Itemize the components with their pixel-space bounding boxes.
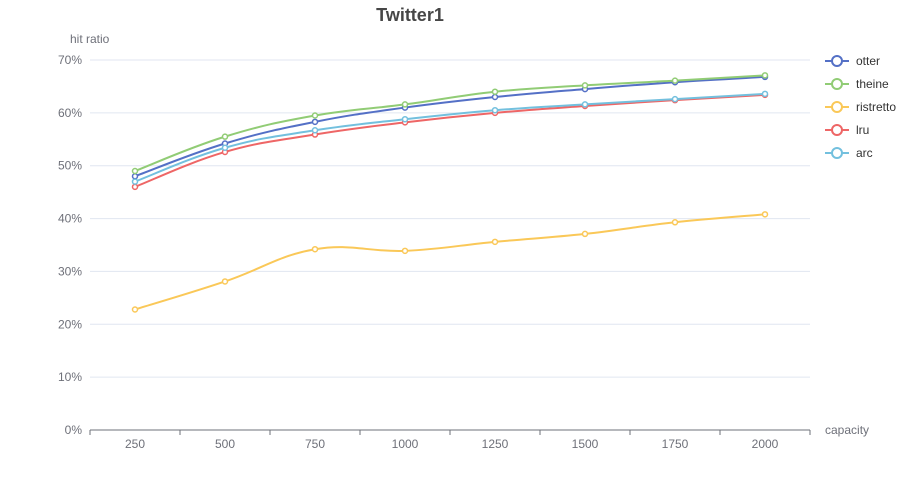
data-point-theine[interactable]: [131, 167, 139, 175]
data-point-ristretto[interactable]: [401, 247, 409, 255]
y-tick-label: 10%: [58, 370, 82, 384]
legend-item-otter[interactable]: otter: [825, 54, 880, 68]
y-tick-label: 0%: [65, 423, 83, 437]
y-tick-label: 70%: [58, 53, 82, 67]
series-otter: [131, 73, 769, 180]
data-point-arc[interactable]: [221, 144, 229, 151]
series-line-lru: [134, 93, 766, 188]
x-tick-label: 1500: [572, 437, 599, 451]
legend-label: ristretto: [856, 100, 896, 114]
x-axis-label: capacity: [825, 423, 869, 437]
data-point-otter[interactable]: [311, 118, 319, 126]
series-line-otter: [134, 75, 766, 178]
series-line-theine: [134, 74, 766, 172]
data-point-theine[interactable]: [221, 133, 229, 140]
legend-marker-icon: [831, 124, 843, 136]
data-point-arc[interactable]: [401, 115, 409, 123]
y-tick-label: 30%: [58, 264, 82, 278]
x-axis: 250 500 750 1000 1250 1500 1750 2000: [89, 429, 811, 451]
legend-marker-icon: [831, 147, 843, 159]
data-point-theine[interactable]: [761, 72, 769, 79]
legend-label: otter: [856, 54, 880, 68]
legend-item-arc[interactable]: arc: [825, 146, 873, 160]
data-point-ristretto[interactable]: [491, 238, 499, 246]
series-arc: [131, 90, 769, 185]
data-point-ristretto[interactable]: [311, 245, 319, 253]
data-point-arc[interactable]: [671, 95, 679, 103]
series-lines: [131, 72, 769, 313]
y-tick-label: 20%: [58, 317, 82, 331]
data-point-arc[interactable]: [581, 101, 589, 108]
data-point-ristretto[interactable]: [131, 306, 139, 313]
data-point-otter[interactable]: [491, 93, 499, 101]
y-tick-label: 40%: [58, 212, 82, 226]
series-ristretto: [131, 211, 769, 313]
legend-item-lru[interactable]: lru: [825, 123, 869, 137]
data-point-arc[interactable]: [131, 178, 139, 185]
data-point-ristretto[interactable]: [581, 230, 589, 238]
x-tick-label: 1750: [662, 437, 689, 451]
data-point-lru[interactable]: [131, 183, 139, 191]
x-tick-label: 750: [305, 437, 325, 451]
y-tick-label: 50%: [58, 159, 82, 173]
data-point-ristretto[interactable]: [671, 219, 679, 226]
series-line-arc: [134, 92, 766, 183]
y-axis-label: hit ratio: [70, 32, 110, 46]
legend-marker-icon: [831, 55, 843, 67]
legend-marker-icon: [831, 78, 843, 90]
data-point-otter[interactable]: [131, 173, 139, 180]
legend-item-theine[interactable]: theine: [825, 77, 889, 91]
x-tick-label: 1000: [392, 437, 419, 451]
x-tick-label: 250: [125, 437, 145, 451]
x-tick-label: 1250: [482, 437, 509, 451]
x-tick-label: 2000: [752, 437, 779, 451]
data-point-arc[interactable]: [761, 90, 769, 98]
y-tick-label: 60%: [58, 106, 82, 120]
data-point-theine[interactable]: [491, 88, 499, 95]
legend-marker-icon: [831, 101, 843, 113]
grid-lines: [90, 59, 810, 378]
series-lru: [131, 91, 769, 191]
y-axis-ticks: 0% 10% 20% 30% 40% 50% 60% 70%: [58, 53, 82, 437]
legend: otter theine ristretto lru arc: [825, 54, 896, 160]
data-point-theine[interactable]: [581, 82, 589, 89]
legend-label: lru: [856, 123, 869, 137]
legend-label: arc: [856, 146, 873, 160]
data-point-theine[interactable]: [671, 77, 679, 84]
legend-label: theine: [856, 77, 889, 91]
data-point-ristretto[interactable]: [761, 211, 769, 218]
x-tick-label: 500: [215, 437, 235, 451]
data-point-ristretto[interactable]: [221, 278, 229, 285]
data-point-theine[interactable]: [401, 101, 409, 108]
data-point-theine[interactable]: [311, 112, 319, 119]
data-point-arc[interactable]: [491, 106, 499, 114]
data-point-arc[interactable]: [311, 127, 319, 134]
series-line-ristretto: [134, 213, 766, 311]
chart-title: Twitter1: [376, 5, 444, 25]
legend-item-ristretto[interactable]: ristretto: [825, 100, 896, 114]
series-theine: [131, 72, 769, 175]
